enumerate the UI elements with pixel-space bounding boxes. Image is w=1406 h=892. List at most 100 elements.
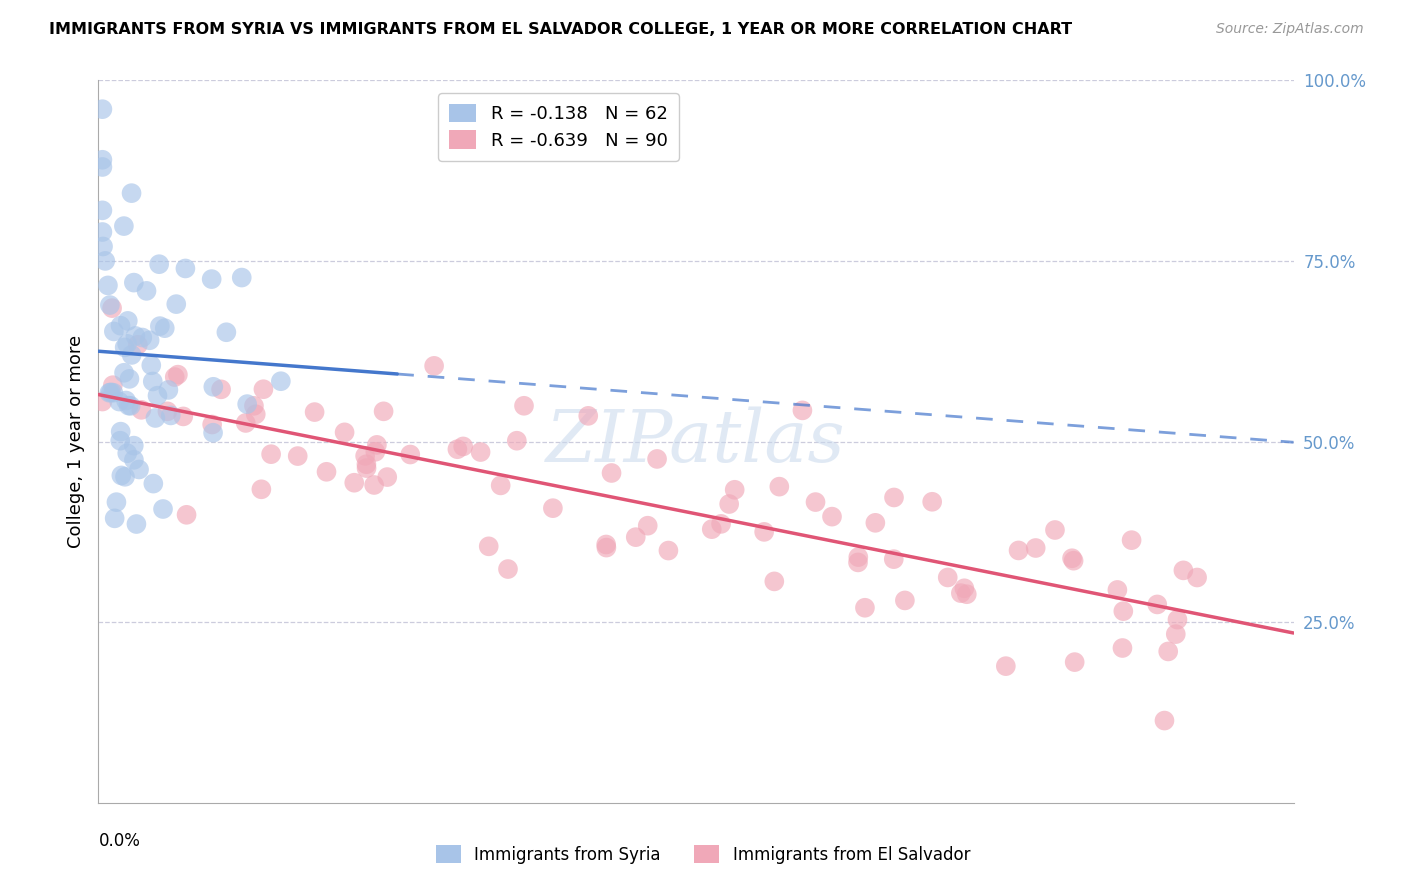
- Point: [363, 478, 385, 492]
- Point: [138, 333, 160, 347]
- Point: [122, 452, 145, 467]
- Point: [112, 366, 135, 380]
- Point: [157, 383, 180, 397]
- Point: [141, 359, 163, 373]
- Point: [91, 203, 114, 218]
- Point: [153, 321, 176, 335]
- Text: IMMIGRANTS FROM SYRIA VS IMMIGRANTS FROM EL SALVADOR COLLEGE, 1 YEAR OR MORE COR: IMMIGRANTS FROM SYRIA VS IMMIGRANTS FROM…: [49, 22, 1073, 37]
- Point: [446, 442, 468, 457]
- Point: [176, 508, 198, 522]
- Point: [718, 497, 741, 511]
- Point: [1107, 582, 1129, 597]
- Point: [245, 407, 267, 421]
- Point: [956, 587, 979, 601]
- Point: [110, 425, 132, 439]
- Point: [366, 438, 388, 452]
- Point: [235, 416, 257, 430]
- Text: ZIPatlas: ZIPatlas: [546, 406, 846, 477]
- Point: [142, 476, 165, 491]
- Point: [1164, 627, 1187, 641]
- Point: [883, 491, 905, 505]
- Point: [250, 483, 273, 497]
- Point: [128, 462, 150, 476]
- Point: [1185, 570, 1208, 584]
- Text: 0.0%: 0.0%: [98, 831, 141, 850]
- Point: [364, 444, 387, 458]
- Point: [333, 425, 356, 440]
- Point: [115, 336, 138, 351]
- Point: [202, 425, 225, 440]
- Point: [1146, 598, 1168, 612]
- Point: [91, 394, 114, 409]
- Point: [356, 457, 378, 471]
- Point: [821, 509, 844, 524]
- Point: [104, 511, 127, 525]
- Point: [478, 539, 501, 553]
- Point: [108, 394, 131, 409]
- Point: [124, 329, 146, 343]
- Point: [125, 516, 148, 531]
- Point: [148, 257, 170, 271]
- Point: [624, 530, 647, 544]
- Point: [595, 537, 617, 551]
- Point: [921, 495, 943, 509]
- Point: [121, 186, 143, 201]
- Point: [949, 586, 972, 600]
- Point: [236, 397, 259, 411]
- Point: [103, 325, 125, 339]
- Point: [201, 417, 224, 432]
- Point: [1043, 523, 1066, 537]
- Point: [145, 411, 167, 425]
- Point: [127, 338, 149, 352]
- Point: [202, 380, 225, 394]
- Point: [117, 314, 139, 328]
- Point: [101, 378, 124, 392]
- Point: [100, 385, 122, 400]
- Point: [91, 160, 114, 174]
- Point: [375, 470, 398, 484]
- Point: [506, 434, 529, 448]
- Legend: R = -0.138   N = 62, R = -0.639   N = 90: R = -0.138 N = 62, R = -0.639 N = 90: [439, 93, 679, 161]
- Point: [1157, 644, 1180, 658]
- Point: [752, 524, 775, 539]
- Point: [600, 466, 623, 480]
- Point: [853, 600, 876, 615]
- Point: [1007, 543, 1029, 558]
- Point: [270, 374, 292, 388]
- Point: [98, 298, 121, 312]
- Point: [287, 449, 309, 463]
- Point: [315, 465, 337, 479]
- Point: [103, 385, 125, 400]
- Point: [657, 543, 679, 558]
- Point: [156, 404, 179, 418]
- Point: [135, 284, 157, 298]
- Point: [105, 495, 128, 509]
- Point: [120, 399, 142, 413]
- Y-axis label: College, 1 year or more: College, 1 year or more: [66, 335, 84, 548]
- Point: [399, 448, 422, 462]
- Point: [201, 272, 224, 286]
- Point: [373, 404, 395, 418]
- Point: [304, 405, 326, 419]
- Point: [496, 562, 519, 576]
- Point: [114, 470, 136, 484]
- Point: [108, 434, 131, 448]
- Point: [953, 582, 976, 596]
- Point: [91, 225, 114, 239]
- Point: [122, 439, 145, 453]
- Point: [763, 574, 786, 589]
- Point: [1153, 714, 1175, 728]
- Point: [146, 389, 169, 403]
- Point: [423, 359, 446, 373]
- Point: [1025, 541, 1047, 555]
- Point: [110, 468, 132, 483]
- Point: [936, 570, 959, 584]
- Point: [489, 478, 512, 492]
- Point: [576, 409, 599, 423]
- Point: [97, 278, 120, 293]
- Point: [513, 399, 536, 413]
- Point: [231, 270, 253, 285]
- Point: [117, 446, 139, 460]
- Point: [994, 659, 1017, 673]
- Point: [149, 319, 172, 334]
